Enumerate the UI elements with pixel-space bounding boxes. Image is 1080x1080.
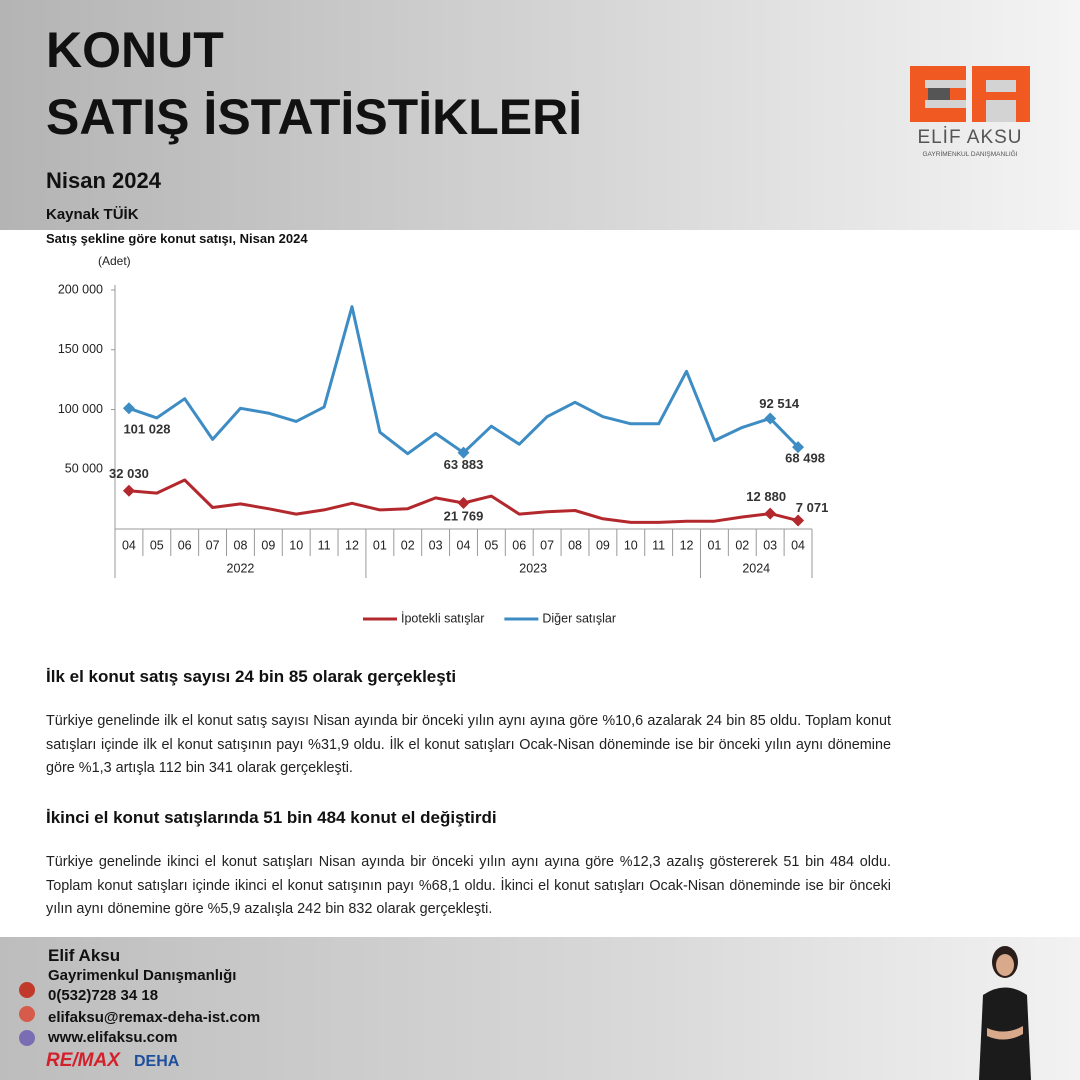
value-label: 68 498 (785, 451, 825, 466)
x-tick-label: 09 (596, 538, 610, 552)
x-tick-label: 11 (318, 538, 331, 552)
y-tick-label: 100 000 (58, 402, 103, 416)
value-label: 32 030 (109, 466, 149, 481)
legend-label: Diğer satışlar (542, 611, 616, 625)
brand: RE/MAX (46, 1050, 120, 1071)
chart-title: Satış şekline göre konut satışı, Nisan 2… (46, 231, 308, 246)
x-tick-label: 12 (680, 538, 694, 552)
point-marker (457, 496, 470, 509)
footer-name: Elif Aksu (48, 946, 121, 965)
point-marker (122, 484, 135, 497)
logo-mark (925, 80, 966, 88)
y-tick-label: 50 000 (65, 462, 103, 476)
title: KONUT (46, 22, 224, 78)
x-tick-label: 08 (234, 538, 248, 552)
office: DEHA (134, 1053, 180, 1070)
section-heading: İlk el konut satış sayısı 24 bin 85 olar… (46, 667, 457, 686)
value-label: 12 880 (746, 489, 786, 504)
logo-tagline: GAYRİMENKUL DANIŞMANLIĞI (923, 149, 1018, 158)
logo-name: ELİF AKSU (917, 127, 1022, 148)
x-tick-label: 04 (457, 538, 471, 552)
point-marker (122, 402, 135, 415)
chart: Satış şekline göre konut satışı, Nisan 2… (46, 231, 829, 625)
portrait-arms (987, 1026, 1023, 1040)
x-tick-label: 04 (122, 538, 136, 552)
value-label: 7 071 (796, 500, 829, 515)
x-tick-label: 11 (652, 538, 665, 552)
y-tick-label: 200 000 (58, 282, 103, 296)
x-tick-label: 07 (540, 538, 554, 552)
footer-title: Gayrimenkul Danışmanlığı (48, 967, 237, 984)
phone-icon (19, 982, 35, 998)
value-label: 63 883 (444, 457, 484, 472)
header-band (0, 0, 1080, 230)
value-label: 92 514 (759, 396, 800, 411)
x-group-label: 2022 (227, 561, 255, 575)
x-tick-label: 01 (707, 538, 721, 552)
email-icon (19, 1006, 35, 1022)
logo-mark (928, 88, 950, 100)
x-tick-label: 03 (429, 538, 443, 552)
x-tick-label: 06 (178, 538, 192, 552)
x-tick-label: 05 (150, 538, 164, 552)
y-axis-label: (Adet) (98, 254, 131, 268)
x-tick-label: 02 (735, 538, 749, 552)
footer-icons (19, 982, 35, 1046)
footer-website: www.elifaksu.com (48, 1029, 178, 1046)
x-group-label: 2024 (742, 561, 770, 575)
y-tick-label: 150 000 (58, 342, 103, 356)
web-icon (19, 1030, 35, 1046)
x-tick-label: 02 (401, 538, 415, 552)
footer-band (0, 937, 1080, 1080)
portrait (979, 946, 1031, 1080)
x-tick-label: 05 (484, 538, 498, 552)
x-tick-label: 06 (512, 538, 526, 552)
x-tick-label: 09 (261, 538, 275, 552)
x-group-label: 2023 (519, 561, 547, 575)
value-label: 101 028 (123, 422, 170, 437)
logo: ELİF AKSU GAYRİMENKUL DANIŞMANLIĞI (910, 66, 1030, 158)
subtitle: Nisan 2024 (46, 168, 161, 193)
section-text: Türkiye genelinde ikinci el konut satışl… (46, 854, 891, 917)
point-marker (792, 514, 805, 527)
x-tick-label: 04 (791, 538, 805, 552)
section-heading: İkinci el konut satışlarında 51 bin 484 … (46, 808, 497, 827)
logo-mark (925, 100, 966, 108)
x-tick-label: 01 (373, 538, 387, 552)
x-tick-label: 03 (763, 538, 777, 552)
footer-email: elifaksu@remax-deha-ist.com (48, 1009, 261, 1026)
footer-phone: 0(532)728 34 18 (48, 987, 159, 1004)
section-text: Türkiye genelinde ilk el konut satış say… (46, 713, 891, 776)
x-tick-label: 10 (624, 538, 638, 552)
x-tick-label: 07 (206, 538, 220, 552)
point-marker (792, 441, 805, 454)
x-tick-label: 08 (568, 538, 582, 552)
x-tick-label: 12 (345, 538, 359, 552)
legend-label: İpotekli satışlar (401, 611, 484, 625)
point-marker (764, 412, 777, 425)
logo-mark (986, 100, 1016, 122)
point-marker (764, 507, 777, 520)
point-marker (457, 446, 470, 459)
source: Kaynak TÜİK (46, 206, 139, 223)
series-line (128, 305, 800, 456)
portrait-face (996, 954, 1014, 976)
title: SATIŞ İSTATİSTİKLERİ (46, 89, 583, 145)
value-label: 21 769 (444, 508, 484, 523)
logo-mark (986, 80, 1016, 92)
x-tick-label: 10 (289, 538, 303, 552)
